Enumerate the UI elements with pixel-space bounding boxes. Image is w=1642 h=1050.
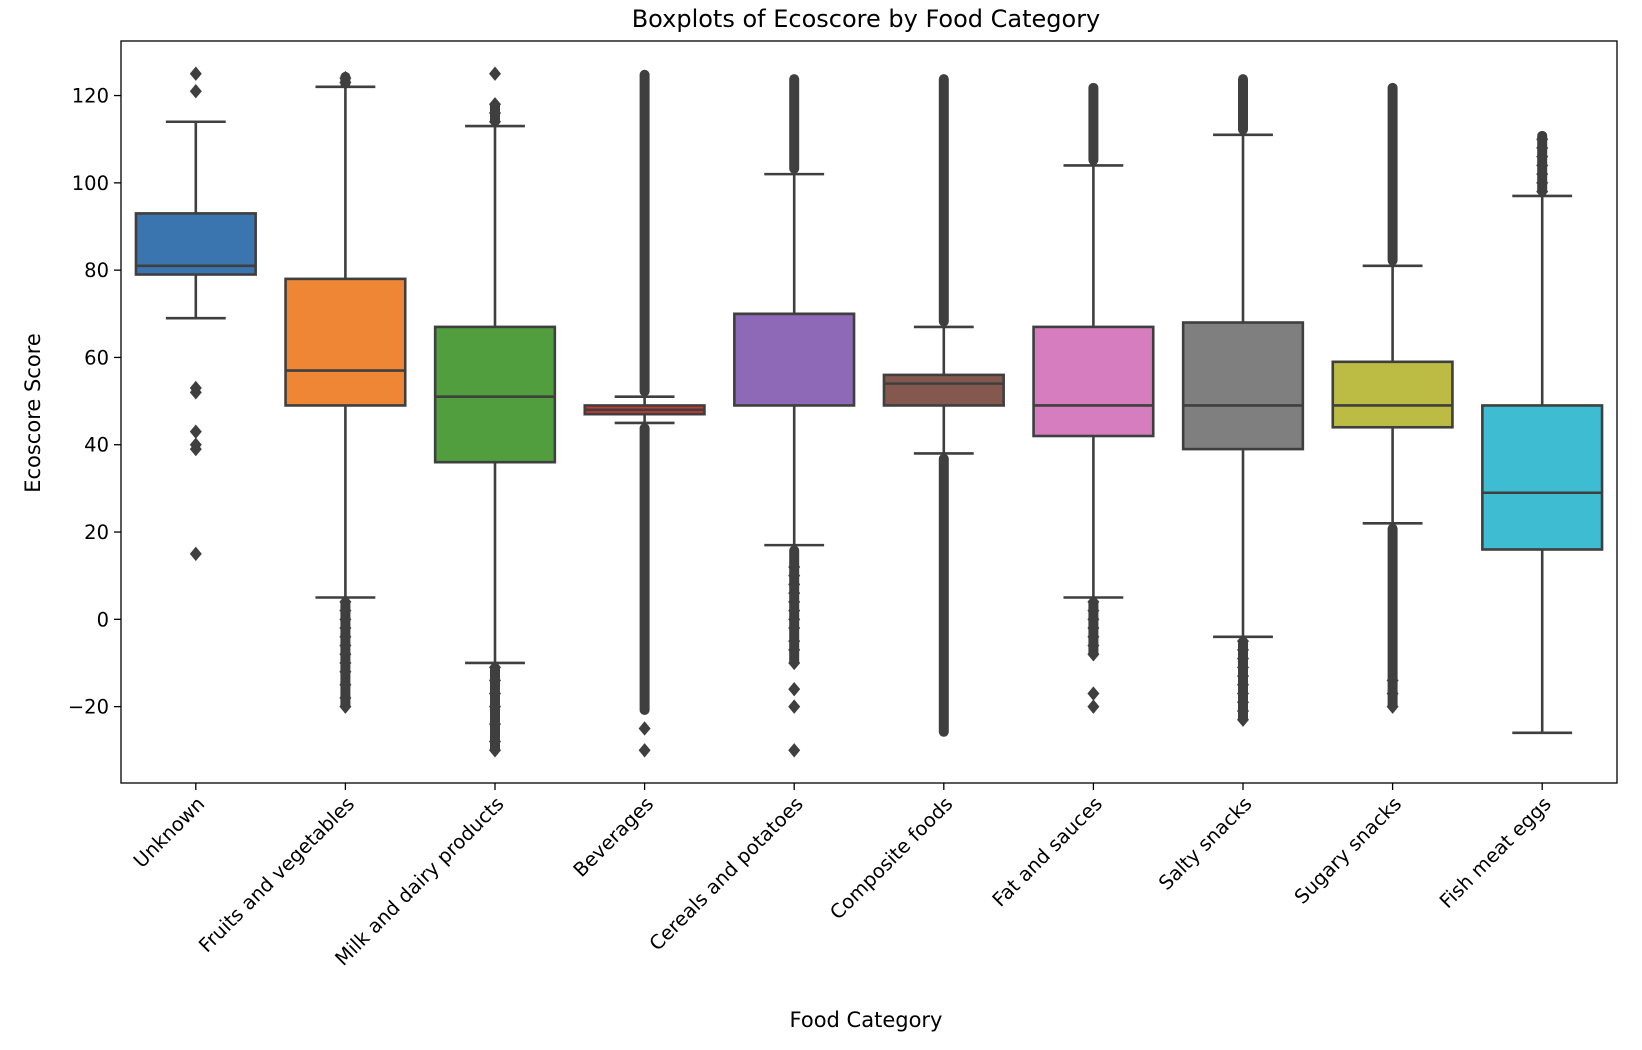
y-tick-label: 80 [84,259,109,282]
box [286,279,406,406]
x-tick-label: Beverages [569,792,658,881]
outlier-point [190,547,202,561]
box-group [136,67,256,562]
x-tick-label: Cereals and potatoes [645,792,808,955]
y-axis-label: Ecoscore Score [21,333,45,493]
outlier-band [939,454,949,737]
outlier-point [639,743,651,757]
outlier-band [1388,83,1398,266]
y-tick-label: 60 [84,346,109,369]
x-tick-label: Salty snacks [1154,792,1256,894]
box-group [286,71,406,714]
x-tick-label: Composite foods [825,792,957,924]
outlier-point [1087,686,1099,700]
box-group [585,70,705,758]
y-tick-label: −20 [68,696,109,719]
y-tick-label: 0 [97,608,109,631]
box-group [1482,131,1602,733]
x-axis-label: Food Category [790,1008,943,1032]
box-group [1183,74,1303,727]
box-group [1333,83,1453,714]
y-axis: −20 0 20 40 60 80 100 120 [68,85,121,719]
outlier-band [939,74,949,326]
box [1183,323,1303,450]
box-group [884,74,1004,737]
outlier-point [190,84,202,98]
x-tick-label: Fat and sauces [988,792,1107,911]
box [1034,327,1154,436]
outlier-band [1088,83,1098,165]
box [734,314,854,406]
x-tick-label: Fruits and vegetables [194,792,359,957]
y-tick-label: 120 [72,85,109,108]
box-group [1034,83,1154,714]
outlier-point [190,67,202,81]
box-group [734,74,854,757]
outlier-point [788,682,800,696]
outlier-band [1238,74,1248,134]
outlier-band [789,74,799,174]
x-tick-label: Milk and dairy products [331,792,509,970]
x-tick-label: Fish meat eggs [1435,792,1556,913]
outlier-band [640,70,650,397]
outlier-point [788,743,800,757]
x-tick-label: Unknown [129,792,209,872]
outlier-point [190,424,202,438]
y-tick-label: 100 [72,172,109,195]
box [884,375,1004,406]
plot-area [136,67,1602,758]
y-tick-label: 20 [84,521,109,544]
outlier-point [489,67,501,81]
box [1482,405,1602,549]
box-group [435,67,555,758]
outlier-point [788,699,800,713]
x-tick-label: Sugary snacks [1290,792,1406,908]
chart-title: Boxplots of Ecoscore by Food Category [632,5,1101,33]
y-tick-label: 40 [84,434,109,457]
box [1333,362,1453,427]
outlier-point [1087,699,1099,713]
outlier-band [640,423,650,715]
box [435,327,555,462]
outlier-point [639,721,651,735]
